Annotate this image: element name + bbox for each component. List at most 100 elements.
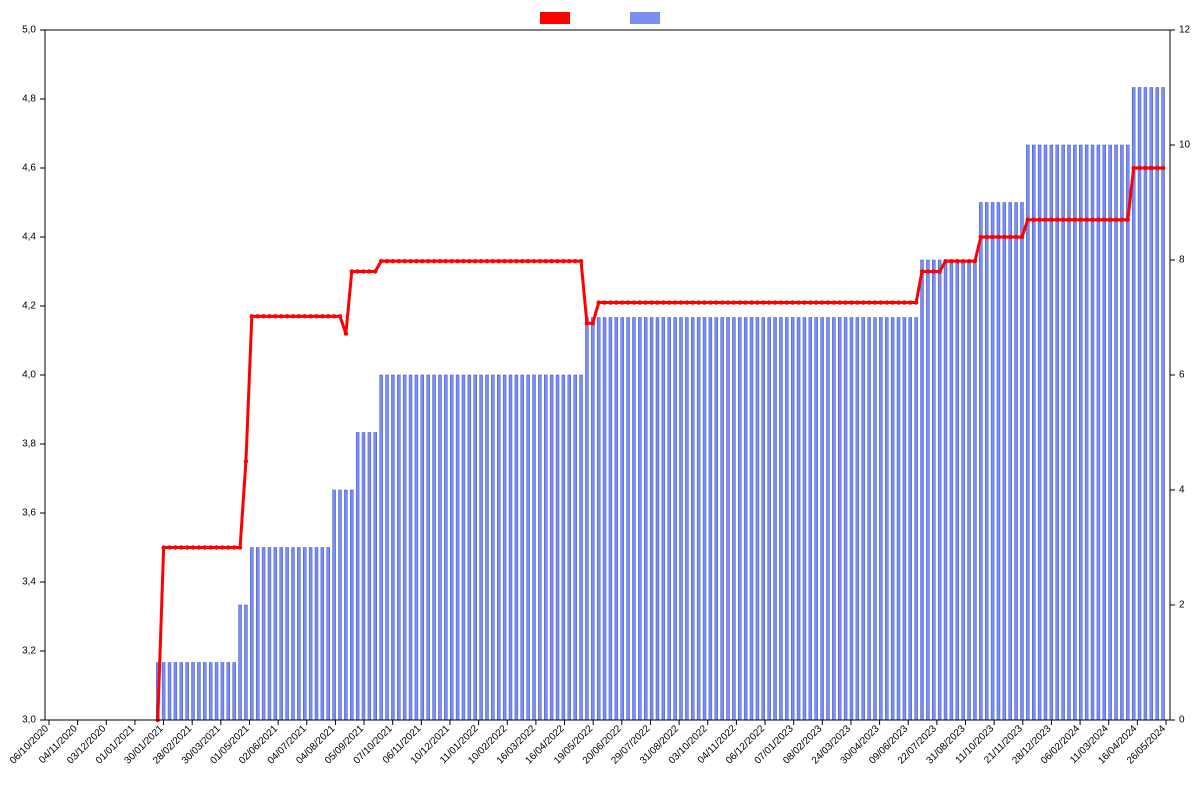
line-marker bbox=[1049, 218, 1053, 222]
bar bbox=[727, 318, 730, 721]
line-marker bbox=[467, 259, 471, 263]
line-marker bbox=[191, 545, 195, 549]
line-marker bbox=[1090, 218, 1094, 222]
line-marker bbox=[279, 314, 283, 318]
line-marker bbox=[344, 331, 348, 335]
bar bbox=[356, 433, 359, 721]
line-marker bbox=[1026, 218, 1030, 222]
bar bbox=[609, 318, 612, 721]
bar bbox=[644, 318, 647, 721]
bar bbox=[915, 318, 918, 721]
bar bbox=[415, 375, 418, 720]
bar bbox=[574, 375, 577, 720]
line-marker bbox=[644, 300, 648, 304]
line-marker bbox=[397, 259, 401, 263]
bar bbox=[680, 318, 683, 721]
bar bbox=[1068, 145, 1071, 720]
line-marker bbox=[990, 235, 994, 239]
bar bbox=[244, 605, 247, 720]
bar bbox=[597, 318, 600, 721]
bar bbox=[215, 663, 218, 721]
line-marker bbox=[373, 269, 377, 273]
line-marker bbox=[367, 269, 371, 273]
line-marker bbox=[497, 259, 501, 263]
bar bbox=[862, 318, 865, 721]
yl-tick-label: 4,6 bbox=[22, 163, 36, 174]
bar bbox=[433, 375, 436, 720]
bar bbox=[256, 548, 259, 721]
line-marker bbox=[832, 300, 836, 304]
line-marker bbox=[432, 259, 436, 263]
yr-tick-label: 4 bbox=[1179, 485, 1185, 496]
line-marker bbox=[355, 269, 359, 273]
yl-tick-label: 4,0 bbox=[22, 370, 36, 381]
line-marker bbox=[1043, 218, 1047, 222]
bar bbox=[985, 203, 988, 721]
line-marker bbox=[1143, 166, 1147, 170]
bar bbox=[544, 375, 547, 720]
line-marker bbox=[250, 314, 254, 318]
bar bbox=[621, 318, 624, 721]
line-marker bbox=[502, 259, 506, 263]
line-marker bbox=[179, 545, 183, 549]
line-marker bbox=[232, 545, 236, 549]
line-marker bbox=[1037, 218, 1041, 222]
bar bbox=[486, 375, 489, 720]
line-marker bbox=[1155, 166, 1159, 170]
bar bbox=[1085, 145, 1088, 720]
bar bbox=[879, 318, 882, 721]
bar bbox=[350, 490, 353, 720]
bar bbox=[315, 548, 318, 721]
bar bbox=[750, 318, 753, 721]
line-marker bbox=[755, 300, 759, 304]
bar bbox=[1003, 203, 1006, 721]
line-marker bbox=[796, 300, 800, 304]
bar bbox=[444, 375, 447, 720]
line-marker bbox=[814, 300, 818, 304]
line-marker bbox=[308, 314, 312, 318]
bar bbox=[938, 260, 941, 720]
bar bbox=[885, 318, 888, 721]
bar bbox=[962, 260, 965, 720]
bar bbox=[233, 663, 236, 721]
bar bbox=[192, 663, 195, 721]
bar bbox=[1144, 88, 1147, 721]
yl-tick-label: 3,8 bbox=[22, 439, 36, 450]
bar bbox=[327, 548, 330, 721]
line-marker bbox=[273, 314, 277, 318]
bar bbox=[503, 375, 506, 720]
bar bbox=[527, 375, 530, 720]
line-marker bbox=[943, 259, 947, 263]
line-marker bbox=[1079, 218, 1083, 222]
line-marker bbox=[473, 259, 477, 263]
line-marker bbox=[773, 300, 777, 304]
bar bbox=[1150, 88, 1153, 721]
bar bbox=[691, 318, 694, 721]
bar bbox=[309, 548, 312, 721]
line-marker bbox=[555, 259, 559, 263]
line-marker bbox=[655, 300, 659, 304]
bar bbox=[403, 375, 406, 720]
line-marker bbox=[843, 300, 847, 304]
bar bbox=[380, 375, 383, 720]
line-marker bbox=[708, 300, 712, 304]
bar bbox=[944, 260, 947, 720]
bar bbox=[956, 260, 959, 720]
line-marker bbox=[520, 259, 524, 263]
yr-tick-label: 8 bbox=[1179, 255, 1185, 266]
line-marker bbox=[614, 300, 618, 304]
bar bbox=[709, 318, 712, 721]
yl-tick-label: 4,2 bbox=[22, 301, 36, 312]
bar bbox=[997, 203, 1000, 721]
bar bbox=[897, 318, 900, 721]
line-marker bbox=[1114, 218, 1118, 222]
line-marker bbox=[508, 259, 512, 263]
bar bbox=[603, 318, 606, 721]
bar bbox=[632, 318, 635, 721]
bar bbox=[1120, 145, 1123, 720]
line-marker bbox=[161, 545, 165, 549]
line-marker bbox=[438, 259, 442, 263]
line-marker bbox=[591, 321, 595, 325]
bar bbox=[262, 548, 265, 721]
yr-tick-label: 0 bbox=[1179, 715, 1185, 726]
